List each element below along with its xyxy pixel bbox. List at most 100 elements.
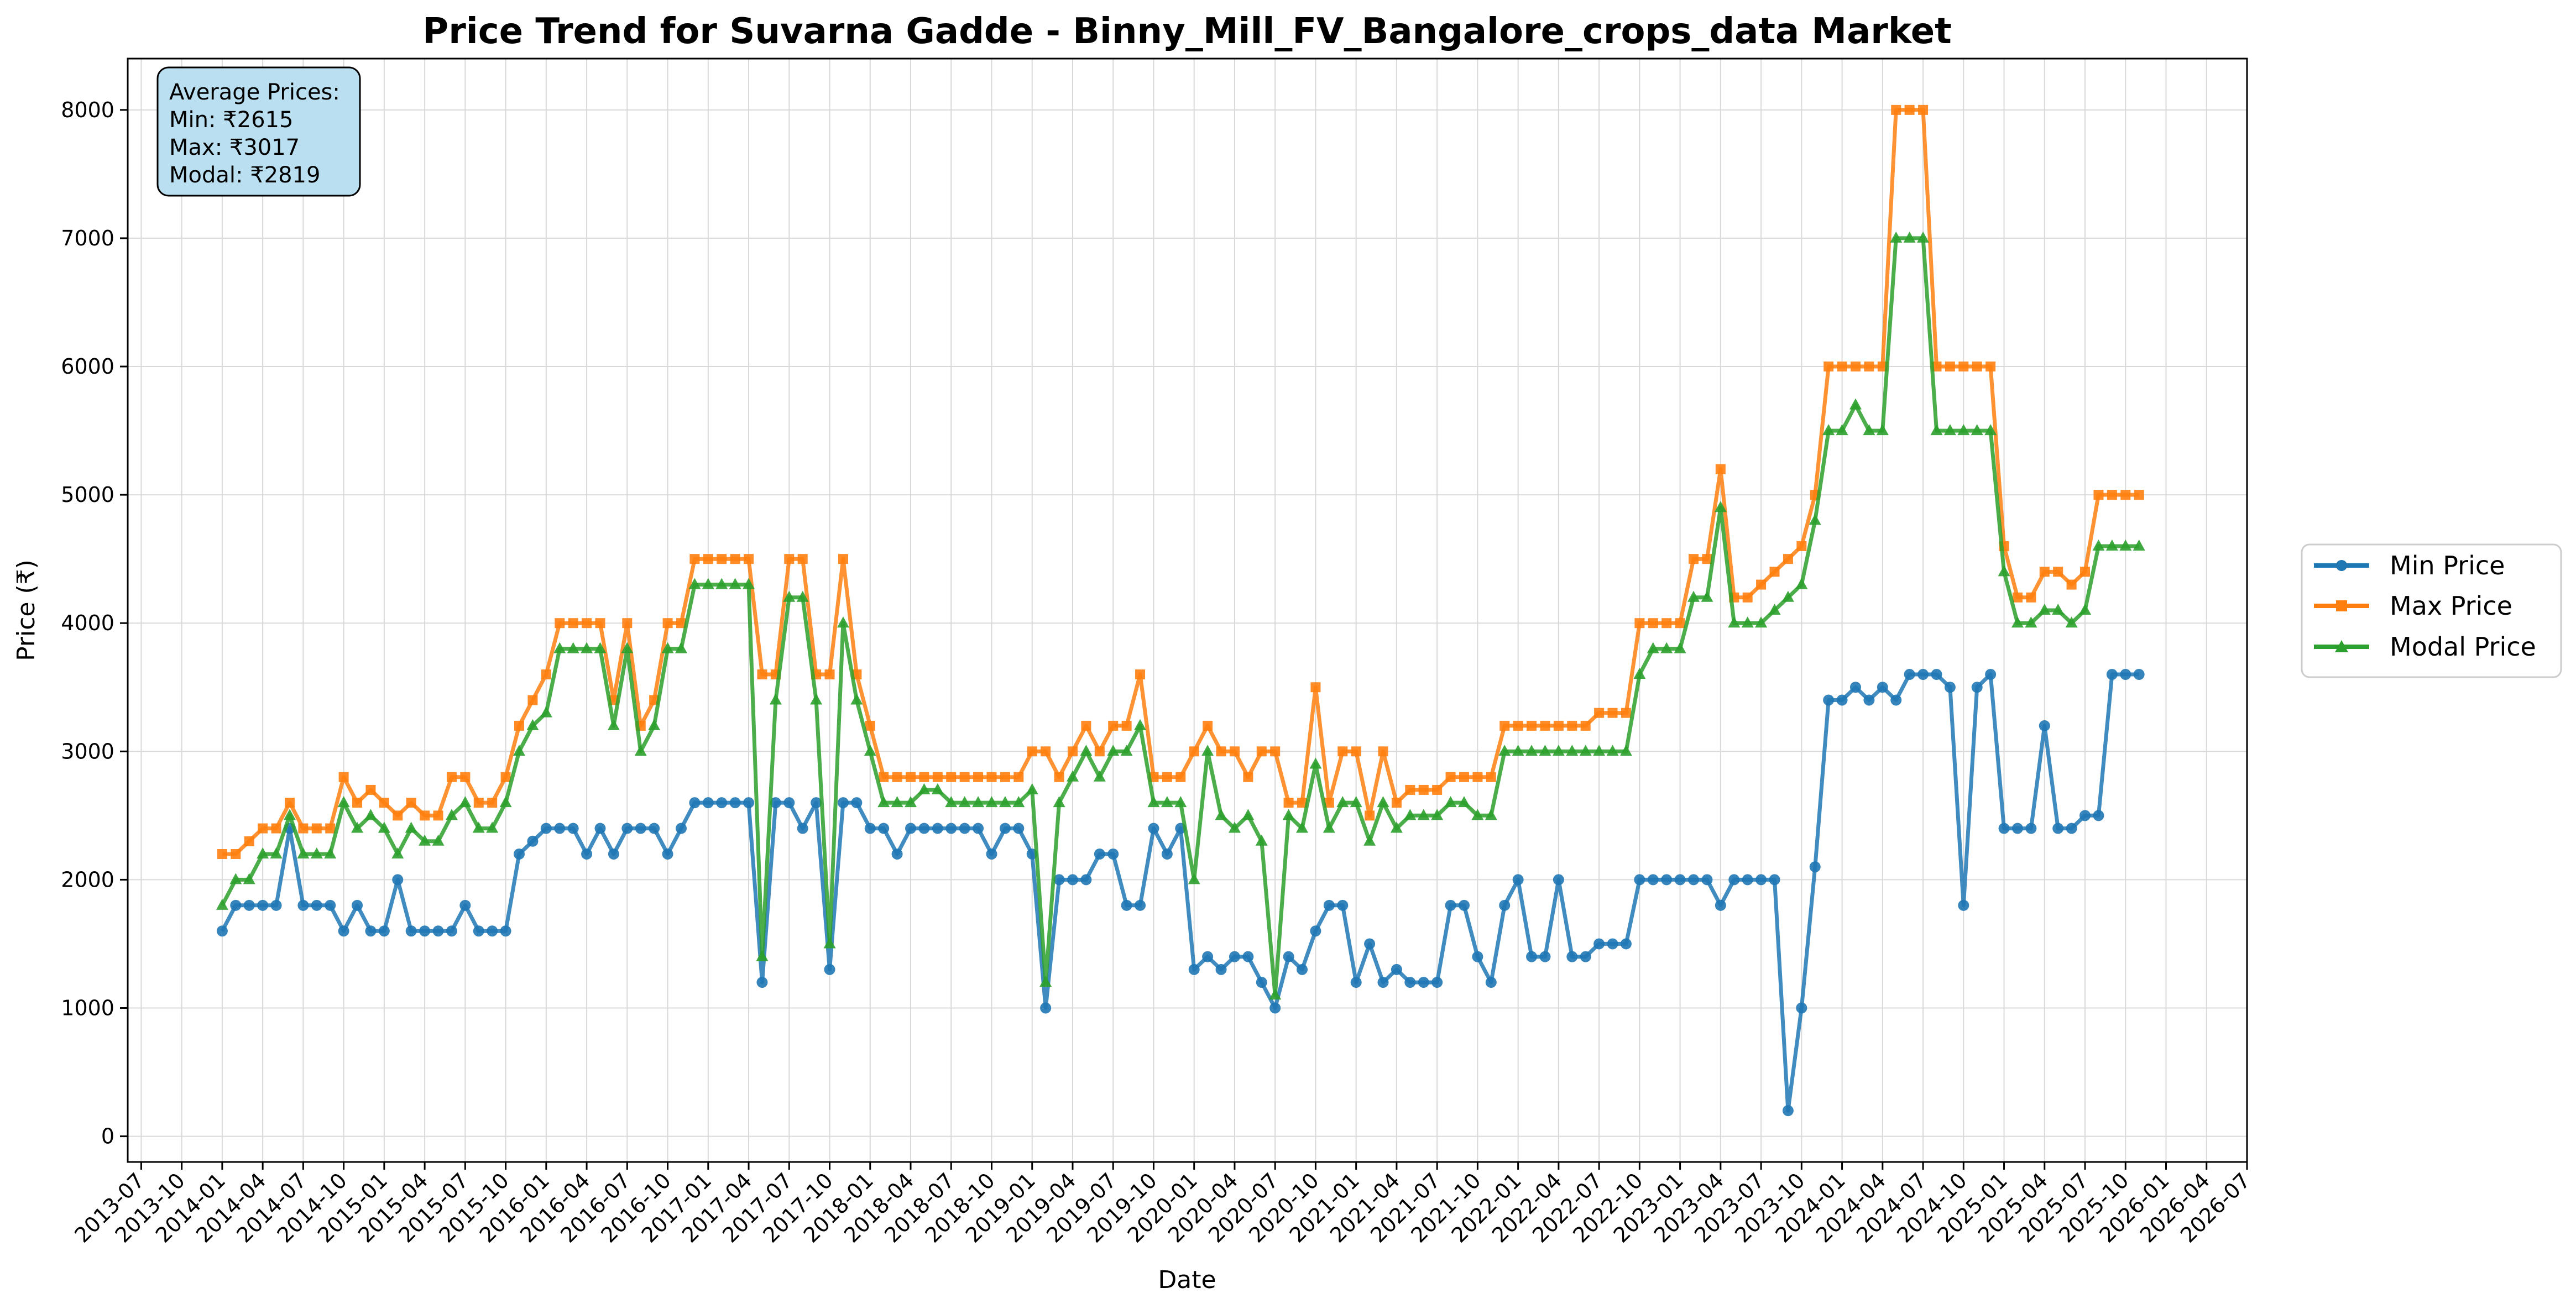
data-point-max-price bbox=[1837, 362, 1847, 372]
data-point-min-price bbox=[216, 925, 228, 937]
data-point-min-price bbox=[1161, 848, 1173, 860]
legend-marker-min-price bbox=[2336, 560, 2347, 571]
data-point-min-price bbox=[1944, 682, 1956, 693]
data-point-modal-price bbox=[1107, 745, 1120, 756]
data-point-max-price bbox=[1216, 746, 1226, 757]
data-point-modal-price bbox=[1525, 745, 1538, 756]
data-point-max-price bbox=[1648, 618, 1658, 629]
data-point-max-price bbox=[1135, 669, 1146, 680]
data-point-max-price bbox=[906, 772, 916, 782]
data-point-min-price bbox=[986, 848, 997, 860]
data-point-max-price bbox=[1054, 772, 1064, 782]
data-point-min-price bbox=[1917, 669, 1929, 680]
data-point-min-price bbox=[837, 797, 849, 809]
average-prices-box: Average Prices: Min: ₹2615 Max: ₹3017 Mo… bbox=[156, 66, 361, 197]
data-point-min-price bbox=[1661, 874, 1673, 886]
data-point-modal-price bbox=[796, 590, 809, 602]
data-point-modal-price bbox=[1269, 988, 1282, 1000]
data-point-max-price bbox=[1715, 464, 1726, 474]
data-point-min-price bbox=[1053, 874, 1065, 886]
data-point-modal-price bbox=[2011, 616, 2024, 628]
data-point-min-price bbox=[1391, 964, 1402, 975]
data-point-max-price bbox=[311, 823, 322, 834]
data-point-min-price bbox=[325, 899, 336, 911]
data-point-min-price bbox=[743, 797, 755, 809]
data-point-modal-price bbox=[1741, 616, 1754, 628]
data-point-modal-price bbox=[1984, 424, 1997, 436]
data-point-min-price bbox=[1553, 874, 1564, 886]
data-point-max-price bbox=[1256, 746, 1267, 757]
x-axis-label: Date bbox=[1158, 1266, 1216, 1294]
data-point-min-price bbox=[2025, 823, 2037, 834]
data-point-modal-price bbox=[985, 796, 998, 808]
legend-label-min-price: Min Price bbox=[2390, 551, 2505, 580]
data-point-max-price bbox=[420, 810, 430, 821]
data-point-max-price bbox=[824, 669, 835, 680]
data-point-min-price bbox=[1080, 874, 1092, 886]
data-point-max-price bbox=[1823, 362, 1834, 372]
data-point-min-price bbox=[1755, 874, 1767, 886]
data-point-modal-price bbox=[931, 783, 944, 794]
data-point-modal-price bbox=[1471, 809, 1484, 820]
data-point-max-price bbox=[433, 810, 443, 821]
data-point-modal-price bbox=[513, 745, 526, 756]
data-point-min-price bbox=[999, 823, 1011, 834]
data-point-min-price bbox=[243, 899, 255, 911]
data-point-modal-price bbox=[1431, 809, 1444, 820]
data-point-modal-price bbox=[1039, 976, 1052, 987]
data-point-min-price bbox=[1863, 694, 1875, 706]
data-point-max-price bbox=[1013, 772, 1024, 782]
data-point-max-price bbox=[1283, 798, 1294, 808]
data-point-min-price bbox=[1904, 669, 1915, 680]
legend-frame bbox=[2301, 543, 2562, 678]
data-point-min-price bbox=[756, 977, 768, 988]
data-point-min-price bbox=[1877, 682, 1888, 693]
data-point-min-price bbox=[1242, 951, 1254, 962]
data-point-modal-price bbox=[850, 693, 863, 705]
data-point-modal-price bbox=[2052, 604, 2065, 615]
data-point-min-price bbox=[1985, 669, 1997, 680]
data-point-min-price bbox=[1566, 951, 1578, 962]
data-point-max-price bbox=[514, 720, 525, 731]
data-point-min-price bbox=[945, 823, 957, 834]
data-point-min-price bbox=[2079, 810, 2091, 821]
data-point-modal-price bbox=[634, 745, 647, 756]
data-point-min-price bbox=[1256, 977, 1267, 988]
data-point-modal-price bbox=[1255, 834, 1268, 846]
data-point-min-price bbox=[729, 797, 741, 809]
data-point-modal-price bbox=[337, 796, 350, 808]
data-point-modal-price bbox=[661, 642, 674, 653]
data-point-max-price bbox=[487, 798, 498, 808]
data-point-min-price bbox=[1337, 899, 1349, 911]
data-point-modal-price bbox=[1566, 745, 1579, 756]
data-point-modal-price bbox=[581, 642, 593, 653]
data-point-min-price bbox=[257, 899, 269, 911]
data-point-modal-price bbox=[419, 834, 431, 846]
data-point-modal-price bbox=[432, 834, 445, 846]
data-point-min-price bbox=[311, 899, 322, 911]
data-point-min-price bbox=[514, 848, 525, 860]
data-point-min-price bbox=[1782, 1105, 1794, 1117]
average-prices-box-background bbox=[156, 66, 361, 197]
data-point-modal-price bbox=[378, 821, 390, 833]
data-point-min-price bbox=[932, 823, 943, 834]
data-point-modal-price bbox=[1457, 796, 1470, 808]
data-point-min-price bbox=[1607, 938, 1618, 950]
data-point-modal-price bbox=[1120, 745, 1133, 756]
data-point-min-price bbox=[1013, 823, 1025, 834]
data-point-max-price bbox=[1351, 746, 1361, 757]
data-point-modal-price bbox=[1795, 578, 1808, 589]
data-point-modal-price bbox=[1377, 796, 1389, 808]
data-point-min-price bbox=[378, 925, 390, 937]
data-point-max-price bbox=[1702, 554, 1712, 564]
data-point-modal-price bbox=[1444, 796, 1457, 808]
plot-frame bbox=[127, 57, 2248, 1163]
data-point-min-price bbox=[1445, 899, 1456, 911]
data-point-modal-price bbox=[1809, 514, 1821, 525]
data-point-modal-price bbox=[783, 590, 796, 602]
data-point-max-price bbox=[1796, 541, 1807, 551]
data-point-max-price bbox=[1067, 746, 1078, 757]
data-point-min-price bbox=[1728, 874, 1740, 886]
data-point-max-price bbox=[1472, 772, 1483, 782]
